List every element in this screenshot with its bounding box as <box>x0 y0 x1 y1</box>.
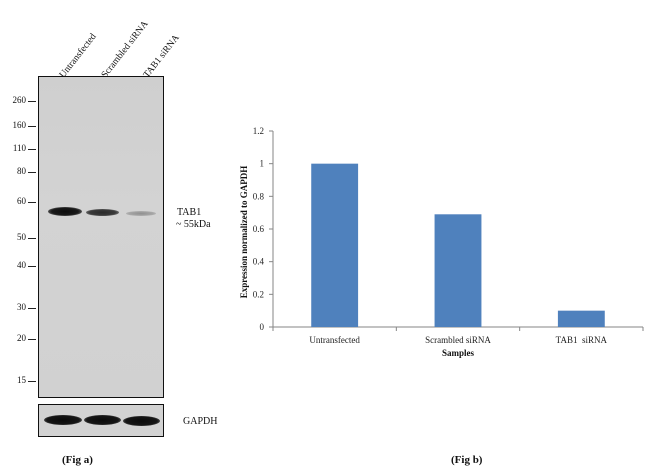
y-tick-label: 0.6 <box>253 224 265 234</box>
tab1-band-untransfected <box>48 207 82 216</box>
y-tick-label: 1 <box>260 159 265 169</box>
mw-marker: 15 <box>17 375 26 385</box>
lane-label-untransfected: Untransfected <box>58 32 99 81</box>
y-tick-label: 0.4 <box>253 257 265 267</box>
fig-a-label: (Fig a) <box>62 454 93 466</box>
tab1-band-tab1-sirna <box>126 211 156 216</box>
mw-tick <box>28 308 36 309</box>
mw-marker: 110 <box>12 143 26 153</box>
x-axis-title: Samples <box>442 348 475 358</box>
mw-tick <box>28 126 36 127</box>
x-tick-label: Untransfected <box>309 335 360 345</box>
gapdh-band-tab1-sirna <box>123 416 160 426</box>
mw-marker: 60 <box>17 196 26 206</box>
y-axis-title: Expression normalized to GAPDH <box>239 166 249 299</box>
bar <box>311 163 359 327</box>
bar <box>434 214 482 327</box>
fig-b-label: (Fig b) <box>451 454 483 466</box>
western-blot-panel <box>38 76 164 398</box>
mw-tick <box>28 101 36 102</box>
mw-marker: 50 <box>17 232 26 242</box>
mw-marker: 160 <box>12 120 27 130</box>
mw-marker: 260 <box>12 95 27 105</box>
x-tick-label: TAB1 siRNA <box>556 335 608 345</box>
target-label-tab1: TAB1 <box>177 207 202 218</box>
mw-tick <box>28 266 36 267</box>
gapdh-blot-panel <box>38 404 164 437</box>
mw-marker: 40 <box>17 260 26 270</box>
bar <box>557 310 605 327</box>
tab1-band-scrambled-sirna <box>86 209 119 216</box>
y-tick-label: 0.8 <box>253 191 265 201</box>
target-label-kda: ~ 55kDa <box>176 219 211 230</box>
y-tick-label: 0.2 <box>253 289 264 299</box>
mw-marker: 80 <box>17 166 26 176</box>
mw-tick <box>28 149 36 150</box>
mw-tick <box>28 339 36 340</box>
x-tick-label: Scrambled siRNA <box>425 335 491 345</box>
gapdh-band-untransfected <box>44 415 82 425</box>
mw-tick <box>28 381 36 382</box>
mw-tick <box>28 238 36 239</box>
mw-marker: 20 <box>17 333 26 343</box>
lane-label-tab1-sirna: TAB1 siRNA <box>142 33 182 81</box>
bar-chart: 0 0.2 0.4 0.6 0.8 1 1.2 Untransfected Scrambled … <box>239 126 644 358</box>
mw-tick <box>28 172 36 173</box>
y-tick-label: 0 <box>260 322 265 332</box>
mw-marker: 30 <box>17 302 26 312</box>
mw-tick <box>28 202 36 203</box>
y-tick-label: 1.2 <box>253 126 264 136</box>
loading-control-label: GAPDH <box>183 416 218 427</box>
gapdh-band-scrambled-sirna <box>84 415 121 425</box>
